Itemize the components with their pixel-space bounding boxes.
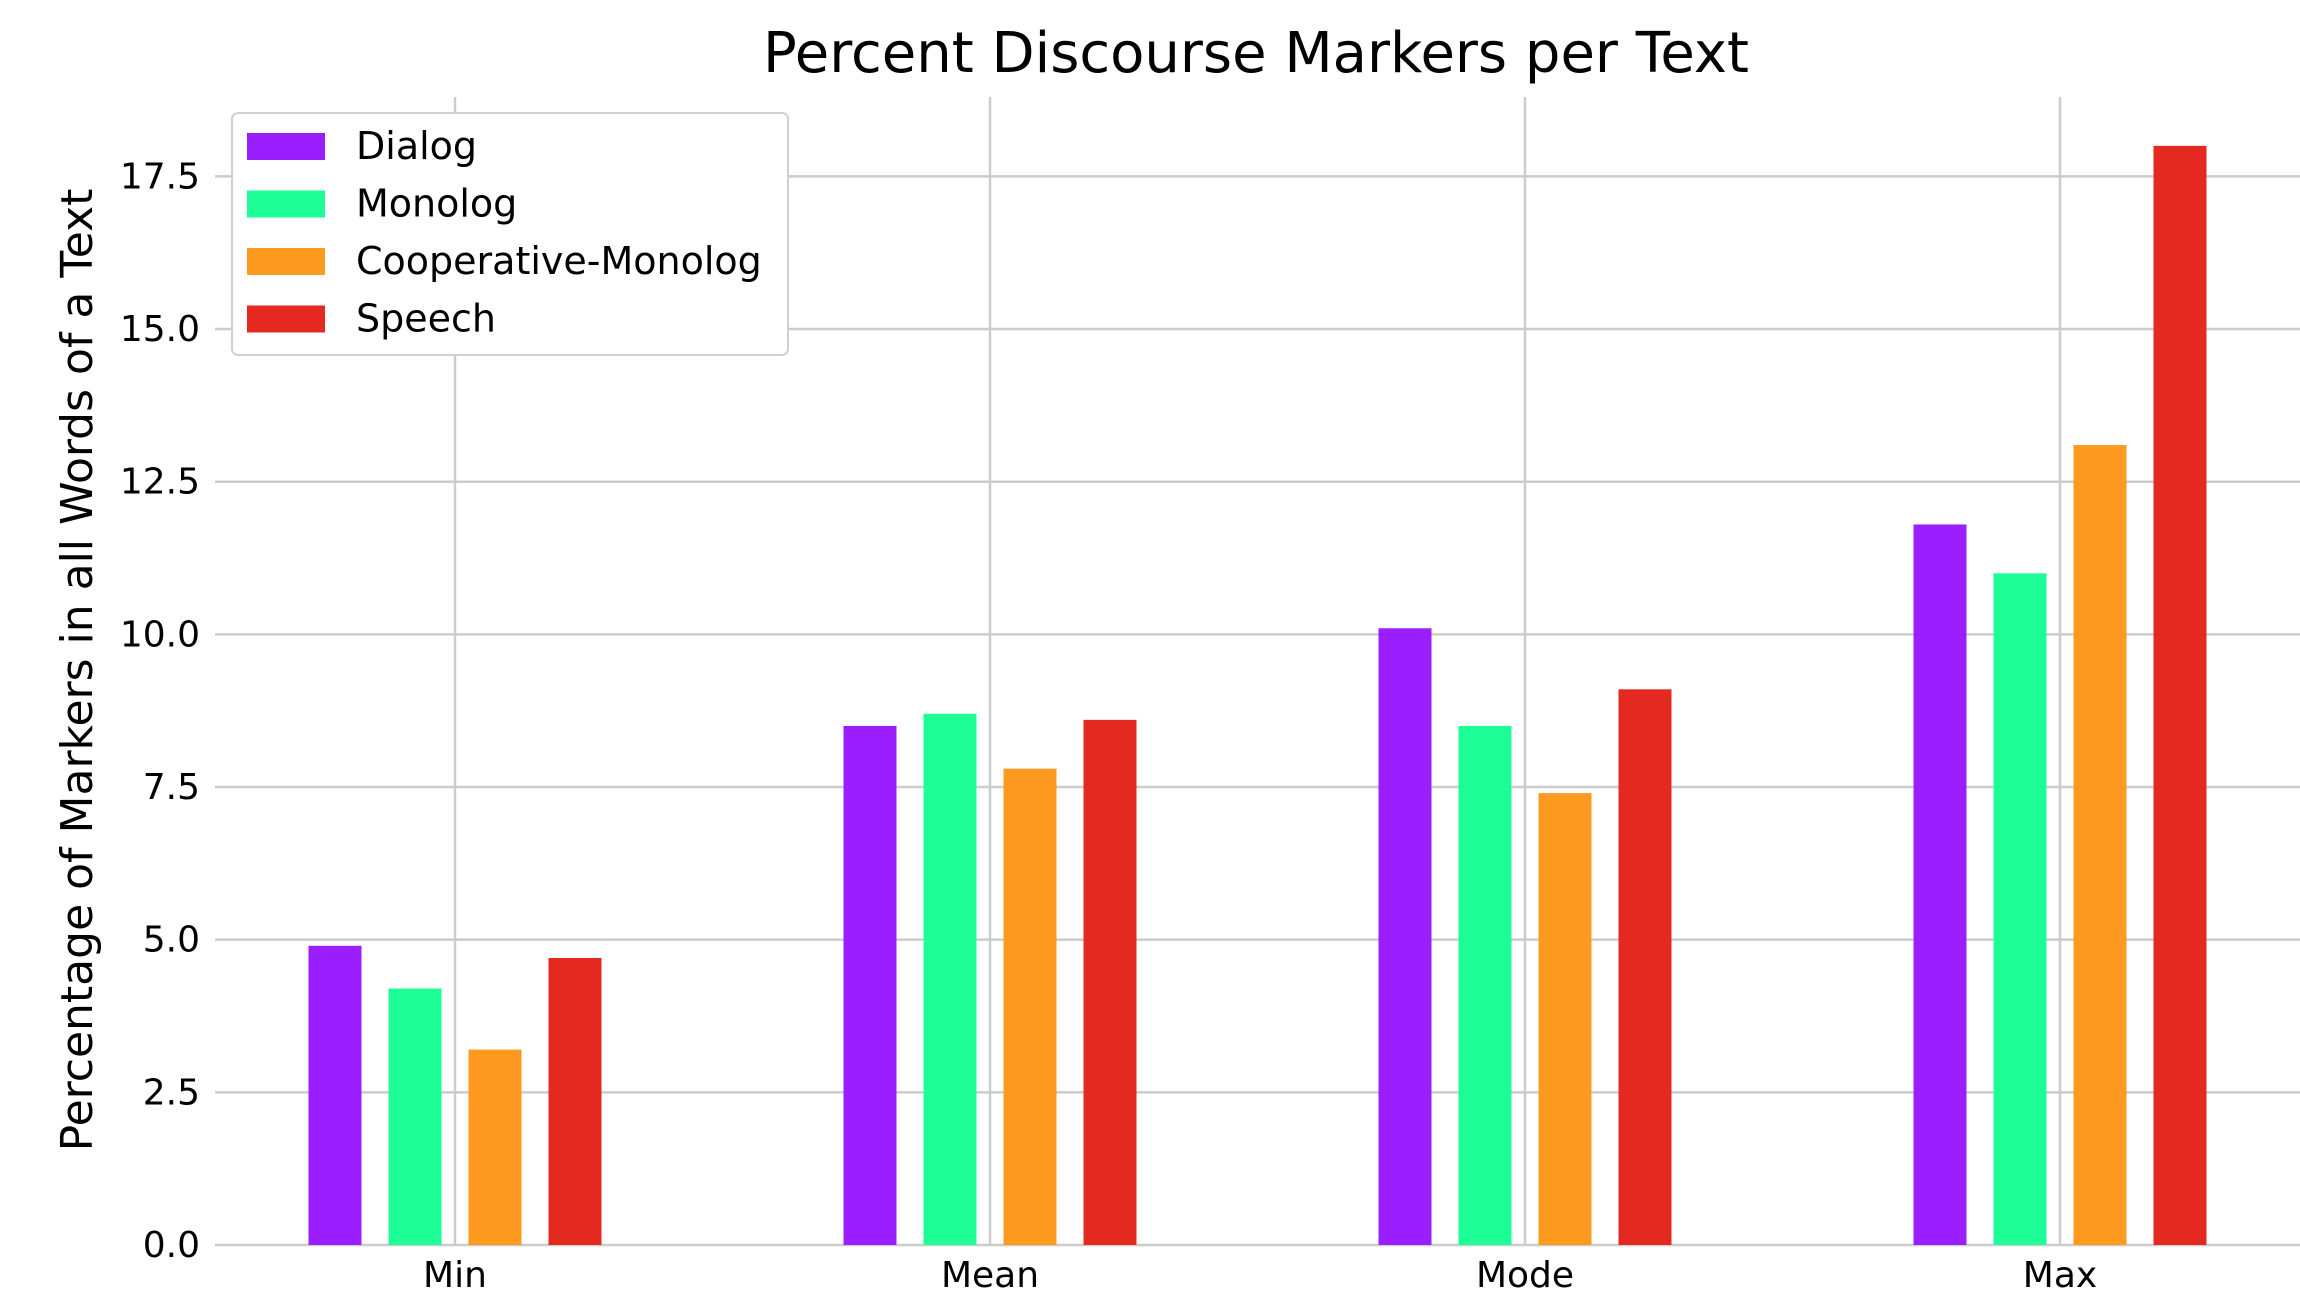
bar-speech-max xyxy=(2153,145,2207,1245)
bar-speech-min xyxy=(548,958,602,1245)
bar-dialog-mean xyxy=(843,725,897,1245)
x-tick-label: Min xyxy=(423,1255,487,1296)
legend-box xyxy=(231,112,789,356)
y-axis-label: Percentage of Markers in all Words of a … xyxy=(52,189,103,1152)
x-tick-label: Mean xyxy=(941,1255,1039,1296)
y-tick-label: 0.0 xyxy=(143,1225,200,1266)
legend-swatch xyxy=(247,133,325,160)
y-tick-label: 10.0 xyxy=(120,614,200,655)
bar-cooperative-monolog-max xyxy=(2073,445,2127,1245)
y-tick-label: 15.0 xyxy=(120,309,200,350)
bar-dialog-max xyxy=(1913,524,1967,1245)
y-tick-labels: 0.0 2.5 5.0 7.5 10.0 12.5 15.0 17.5 xyxy=(120,156,200,1266)
bar-speech-mean xyxy=(1083,719,1137,1245)
y-tick-label: 7.5 xyxy=(143,767,200,808)
bars xyxy=(308,145,2207,1245)
y-tick-label: 5.0 xyxy=(143,920,200,961)
bar-dialog-mode xyxy=(1378,628,1432,1245)
bar-cooperative-monolog-mean xyxy=(1003,768,1057,1245)
bar-monolog-min xyxy=(388,988,442,1245)
legend-label: Speech xyxy=(356,297,496,341)
legend: Dialog Monolog Cooperative-Monolog Speech xyxy=(231,112,789,356)
bar-dialog-min xyxy=(308,945,362,1245)
bar-monolog-max xyxy=(1993,573,2047,1245)
x-tick-label: Mode xyxy=(1476,1255,1574,1296)
bar-speech-mode xyxy=(1618,689,1672,1245)
legend-swatch xyxy=(247,305,325,333)
legend-label: Cooperative-Monolog xyxy=(356,239,762,283)
bar-cooperative-monolog-mode xyxy=(1538,793,1592,1245)
x-tick-label: Max xyxy=(2023,1255,2097,1296)
x-tick-labels: Min Mean Mode Max xyxy=(423,1255,2097,1296)
legend-swatch xyxy=(247,190,325,218)
chart-title: Percent Discourse Markers per Text xyxy=(763,21,1749,86)
y-tick-label: 17.5 xyxy=(120,156,200,197)
y-tick-label: 12.5 xyxy=(120,462,200,503)
bar-monolog-mode xyxy=(1458,725,1512,1245)
legend-swatch xyxy=(247,248,325,275)
y-tick-label: 2.5 xyxy=(143,1072,200,1113)
legend-label: Dialog xyxy=(356,124,477,168)
legend-label: Monolog xyxy=(356,182,517,226)
bar-cooperative-monolog-min xyxy=(468,1049,522,1245)
bar-monolog-mean xyxy=(923,713,977,1245)
